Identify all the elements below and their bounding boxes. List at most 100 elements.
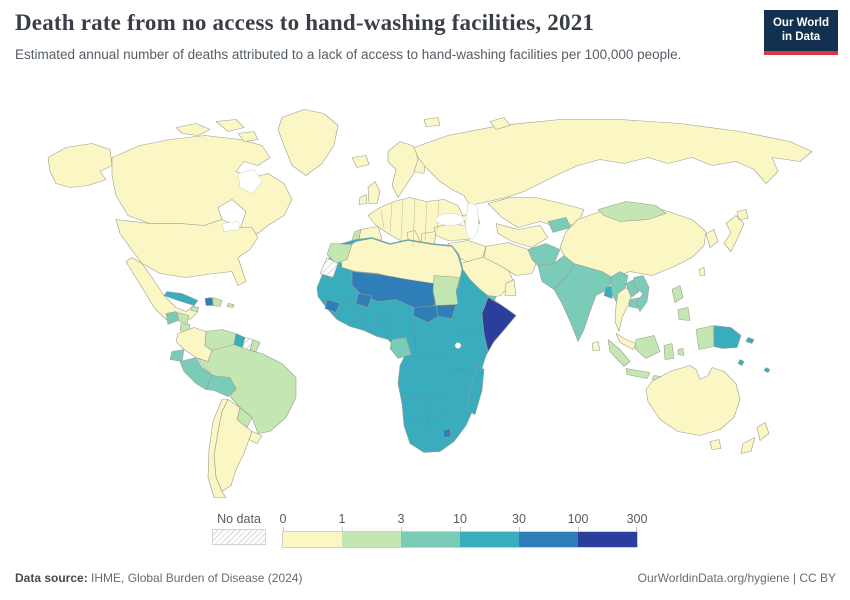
black-sea [435,213,465,226]
credit-link[interactable]: OurWorldinData.org/hygiene | CC BY [637,571,836,585]
country-canada[interactable] [111,135,293,234]
country-australia[interactable] [645,365,741,436]
legend-tick-300: 300 [626,512,648,526]
caspian-sea [465,203,479,240]
country-honduras[interactable] [176,312,190,324]
country-philippines[interactable] [671,285,691,321]
data-source: Data source: IHME, Global Burden of Dise… [15,571,302,585]
country-french-guiana[interactable] [249,339,261,352]
world-map [0,98,850,506]
legend-tick-3: 3 [397,512,405,526]
country-united-states[interactable] [115,219,259,286]
country-chile[interactable] [207,399,229,498]
great-lakes [221,221,241,232]
world-map-svg [47,109,813,498]
country-fiji[interactable] [763,367,771,373]
legend-scale: 0 1 3 10 30 100 300 [279,512,647,552]
country-mongolia[interactable] [597,201,667,222]
country-guinea[interactable] [324,299,341,313]
country-central-african-republic[interactable] [412,305,439,323]
country-japan[interactable] [723,209,749,252]
country-scandinavia[interactable] [387,141,421,198]
region-north-africa[interactable] [339,238,463,292]
country-russia[interactable] [413,119,813,206]
country-somalia[interactable] [481,297,517,352]
data-source-label: Data source: [15,571,88,585]
chart-footer: Data source: IHME, Global Burden of Dise… [15,571,836,585]
lake-victoria [454,342,462,349]
country-solomon-islands[interactable] [745,337,755,344]
country-kazakhstan[interactable] [487,197,585,228]
legend-tick-100: 100 [567,512,589,526]
chart-header: Death rate from no access to hand-washin… [15,10,755,65]
chart-subtitle: Estimated annual number of deaths attrib… [15,47,682,62]
country-morocco[interactable] [326,243,353,264]
country-vietnam[interactable] [633,275,650,312]
country-dominican-republic[interactable] [212,297,223,307]
country-new-zealand[interactable] [740,422,770,454]
tick-mark [519,527,520,532]
country-ireland[interactable] [358,194,368,205]
no-data-label: No data [217,512,261,526]
country-arctic-islands[interactable] [175,119,259,142]
tick-mark [283,527,284,532]
country-guatemala[interactable] [165,311,179,325]
country-taiwan[interactable] [698,267,706,276]
tick-mark [342,527,343,532]
country-madagascar[interactable] [466,365,485,415]
country-cuba[interactable] [163,291,199,306]
legend-bin-0-1[interactable] [283,532,342,547]
country-iran[interactable] [483,242,539,276]
country-tasmania[interactable] [709,439,722,450]
country-vanuatu[interactable] [737,359,745,366]
legend-tick-10: 10 [453,512,467,526]
legend-tick-1: 1 [338,512,346,526]
hudson-bay [237,169,263,194]
country-gabon-congo[interactable] [389,337,412,359]
legend-tick-0: 0 [279,512,287,526]
country-west-papua[interactable] [695,325,715,350]
legend-color-bar [282,531,638,548]
country-oman[interactable] [504,279,517,296]
country-haiti[interactable] [204,297,214,306]
country-puerto-rico[interactable] [226,303,235,308]
legend-tick-30: 30 [512,512,526,526]
country-brazil[interactable] [197,344,297,434]
tick-mark [578,527,579,532]
data-source-text: IHME, Global Burden of Disease (2024) [87,571,303,585]
country-malaysia[interactable] [615,333,637,350]
legend-bin-30-100[interactable] [519,532,578,547]
tick-mark [401,527,402,532]
country-alaska[interactable] [47,143,113,188]
country-korea[interactable] [705,229,719,248]
country-sri-lanka[interactable] [591,341,601,351]
owid-logo-line2: in Data [781,31,821,44]
country-jamaica[interactable] [190,306,200,312]
country-bolivia[interactable] [205,375,237,397]
country-indonesia[interactable] [607,335,685,382]
legend-bin-100-300[interactable] [578,532,637,547]
country-iceland[interactable] [351,155,370,168]
legend-bin-10-30[interactable] [460,532,519,547]
owid-logo-line1: Our World [772,17,829,29]
country-ecuador[interactable] [169,349,185,362]
internal-borders [336,198,483,430]
legend-bin-3-10[interactable] [401,532,460,547]
legend-bin-1-3[interactable] [342,532,401,547]
map-legend: No data 0 1 3 10 30 100 300 [0,512,850,554]
country-united-kingdom[interactable] [367,181,381,204]
owid-logo[interactable]: Our World in Data [764,10,838,55]
country-greenland[interactable] [277,109,339,176]
country-western-sahara[interactable] [319,257,339,278]
country-papua-new-guinea[interactable] [713,325,742,349]
no-data-swatch[interactable] [212,529,266,545]
chart-title: Death rate from no access to hand-washin… [15,10,595,35]
country-lesotho[interactable] [442,428,452,438]
country-mexico[interactable] [125,257,199,320]
legend-no-data: No data [212,512,266,545]
country-uzbekistan-turkmenistan[interactable] [495,223,549,248]
country-burkina-faso[interactable] [355,293,373,308]
country-svalbard[interactable] [423,117,441,127]
country-novaya-zemlya[interactable] [489,117,511,130]
